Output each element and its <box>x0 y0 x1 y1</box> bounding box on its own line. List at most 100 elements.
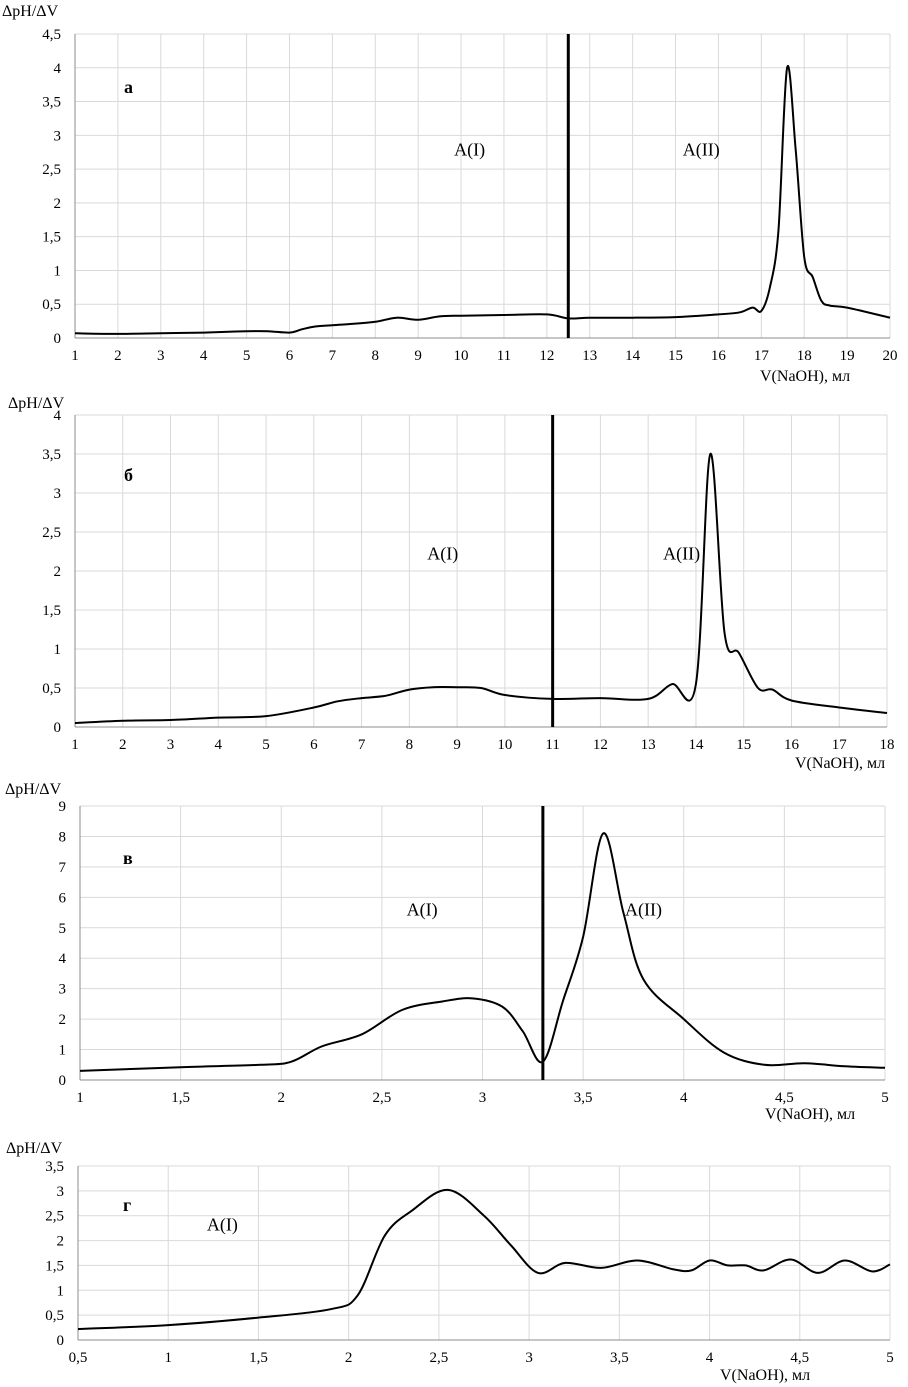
x-tick-label: 9 <box>414 348 422 364</box>
x-tick-label: 1 <box>164 1350 172 1366</box>
x-tick-label: 3 <box>525 1350 533 1366</box>
y-tick-label: 4 <box>54 61 62 77</box>
y-axis-title: ΔpH/ΔV <box>8 395 65 412</box>
y-tick-label: 0,5 <box>42 297 61 313</box>
y-tick-label: 2,5 <box>45 1209 64 1225</box>
y-tick-label: 1 <box>54 642 62 658</box>
panel-label: а <box>124 77 133 97</box>
x-tick-label: 1,5 <box>171 1090 190 1106</box>
x-tick-label: 7 <box>329 348 337 364</box>
y-tick-label: 1 <box>57 1283 65 1299</box>
x-axis-title: V(NaOH), мл <box>795 755 885 772</box>
x-tick-label: 14 <box>625 348 641 364</box>
region-label: A(II) <box>625 900 662 921</box>
x-tick-label: 17 <box>754 348 770 364</box>
panel-label: в <box>123 848 133 868</box>
y-axis-title: ΔpH/ΔV <box>2 3 59 20</box>
x-tick-label: 8 <box>406 737 414 753</box>
x-tick-label: 5 <box>262 737 270 753</box>
x-tick-label: 2,5 <box>430 1350 449 1366</box>
y-tick-label: 3,5 <box>45 1159 64 1175</box>
chart-panel-1: 1 2 3 4 5 6 7 8 9 10 11 12 13 14 15 16 17 18 19 2000,511,52… <box>2 3 898 385</box>
x-tick-label: 12 <box>539 348 554 364</box>
x-tick-label: 7 <box>358 737 366 753</box>
x-tick-label: 9 <box>453 737 461 753</box>
panel-label: г <box>123 1195 131 1215</box>
region-label: A(I) <box>207 1215 238 1236</box>
y-tick-label: 1,5 <box>42 230 61 246</box>
y-tick-label: 4,5 <box>42 27 61 43</box>
x-axis-title: V(NaOH), мл <box>720 1367 810 1384</box>
x-tick-label: 1 <box>71 737 79 753</box>
region-label: A(I) <box>427 543 458 564</box>
y-axis-title: ΔpH/ΔV <box>5 781 62 798</box>
y-tick-label: 6 <box>59 890 67 906</box>
x-tick-label: 4 <box>680 1090 688 1106</box>
x-tick-label: 0,5 <box>69 1350 88 1366</box>
y-tick-label: 3 <box>54 486 62 502</box>
x-tick-label: 5 <box>881 1090 889 1106</box>
y-tick-label: 4 <box>59 951 67 967</box>
y-tick-label: 2 <box>57 1234 65 1250</box>
x-tick-label: 10 <box>497 737 512 753</box>
y-tick-label: 2,5 <box>42 162 61 178</box>
y-tick-label: 0,5 <box>42 681 61 697</box>
chart-panel-4: 0,5 1 1,5 2 2,5 3 3,5 4 4,5 500,511,522,533,5ΔpH/… <box>6 1140 894 1384</box>
y-tick-label: 2 <box>54 196 62 212</box>
series-line <box>74 452 888 725</box>
x-tick-label: 2,5 <box>373 1090 392 1106</box>
x-tick-label: 19 <box>840 348 855 364</box>
x-tick-label: 13 <box>582 348 597 364</box>
x-tick-label: 15 <box>736 737 751 753</box>
x-tick-label: 14 <box>688 737 704 753</box>
x-tick-label: 16 <box>711 348 727 364</box>
x-tick-label: 1 <box>76 1090 84 1106</box>
x-tick-label: 11 <box>497 348 511 364</box>
x-tick-label: 3 <box>167 737 175 753</box>
x-tick-label: 5 <box>243 348 251 364</box>
y-tick-label: 1 <box>59 1043 67 1059</box>
x-tick-label: 3 <box>479 1090 487 1106</box>
x-tick-label: 4 <box>200 348 208 364</box>
x-tick-label: 2 <box>114 348 122 364</box>
x-tick-label: 17 <box>832 737 848 753</box>
x-axis-title: V(NaOH), мл <box>760 368 850 385</box>
y-tick-label: 2,5 <box>42 525 61 541</box>
panel-label: б <box>124 465 133 485</box>
x-tick-label: 4 <box>215 737 223 753</box>
x-tick-label: 20 <box>883 348 898 364</box>
chart-panel-2: 1 2 3 4 5 6 7 8 9 10 11 12 13 14 15 16 17 1800,511,522,53… <box>8 395 895 772</box>
y-tick-label: 0,5 <box>45 1308 64 1324</box>
x-tick-label: 6 <box>286 348 294 364</box>
x-tick-label: 6 <box>310 737 318 753</box>
x-tick-label: 2 <box>119 737 127 753</box>
region-label: A(I) <box>454 140 485 161</box>
y-tick-label: 2 <box>59 1012 67 1028</box>
x-tick-label: 12 <box>593 737 608 753</box>
x-tick-label: 2 <box>345 1350 353 1366</box>
x-tick-label: 4,5 <box>775 1090 794 1106</box>
y-tick-label: 9 <box>59 799 67 815</box>
y-tick-label: 3 <box>57 1184 65 1200</box>
x-tick-label: 18 <box>797 348 812 364</box>
x-tick-label: 11 <box>545 737 559 753</box>
x-tick-label: 3,5 <box>574 1090 593 1106</box>
x-tick-label: 16 <box>784 737 800 753</box>
y-tick-label: 3,5 <box>42 447 61 463</box>
x-tick-label: 8 <box>372 348 380 364</box>
x-tick-label: 13 <box>641 737 656 753</box>
y-tick-label: 1,5 <box>45 1258 64 1274</box>
y-tick-label: 0 <box>54 720 62 736</box>
x-tick-label: 10 <box>454 348 469 364</box>
y-tick-label: 7 <box>59 860 67 876</box>
y-tick-label: 3 <box>54 128 62 144</box>
x-tick-label: 4,5 <box>790 1350 809 1366</box>
x-tick-label: 5 <box>886 1350 894 1366</box>
x-tick-label: 3,5 <box>610 1350 629 1366</box>
series-line <box>79 832 886 1072</box>
y-tick-label: 8 <box>59 829 67 845</box>
y-tick-label: 0 <box>54 331 62 347</box>
x-tick-label: 4 <box>706 1350 714 1366</box>
x-tick-label: 1,5 <box>249 1350 268 1366</box>
x-axis-title: V(NaOH), мл <box>765 1106 855 1123</box>
